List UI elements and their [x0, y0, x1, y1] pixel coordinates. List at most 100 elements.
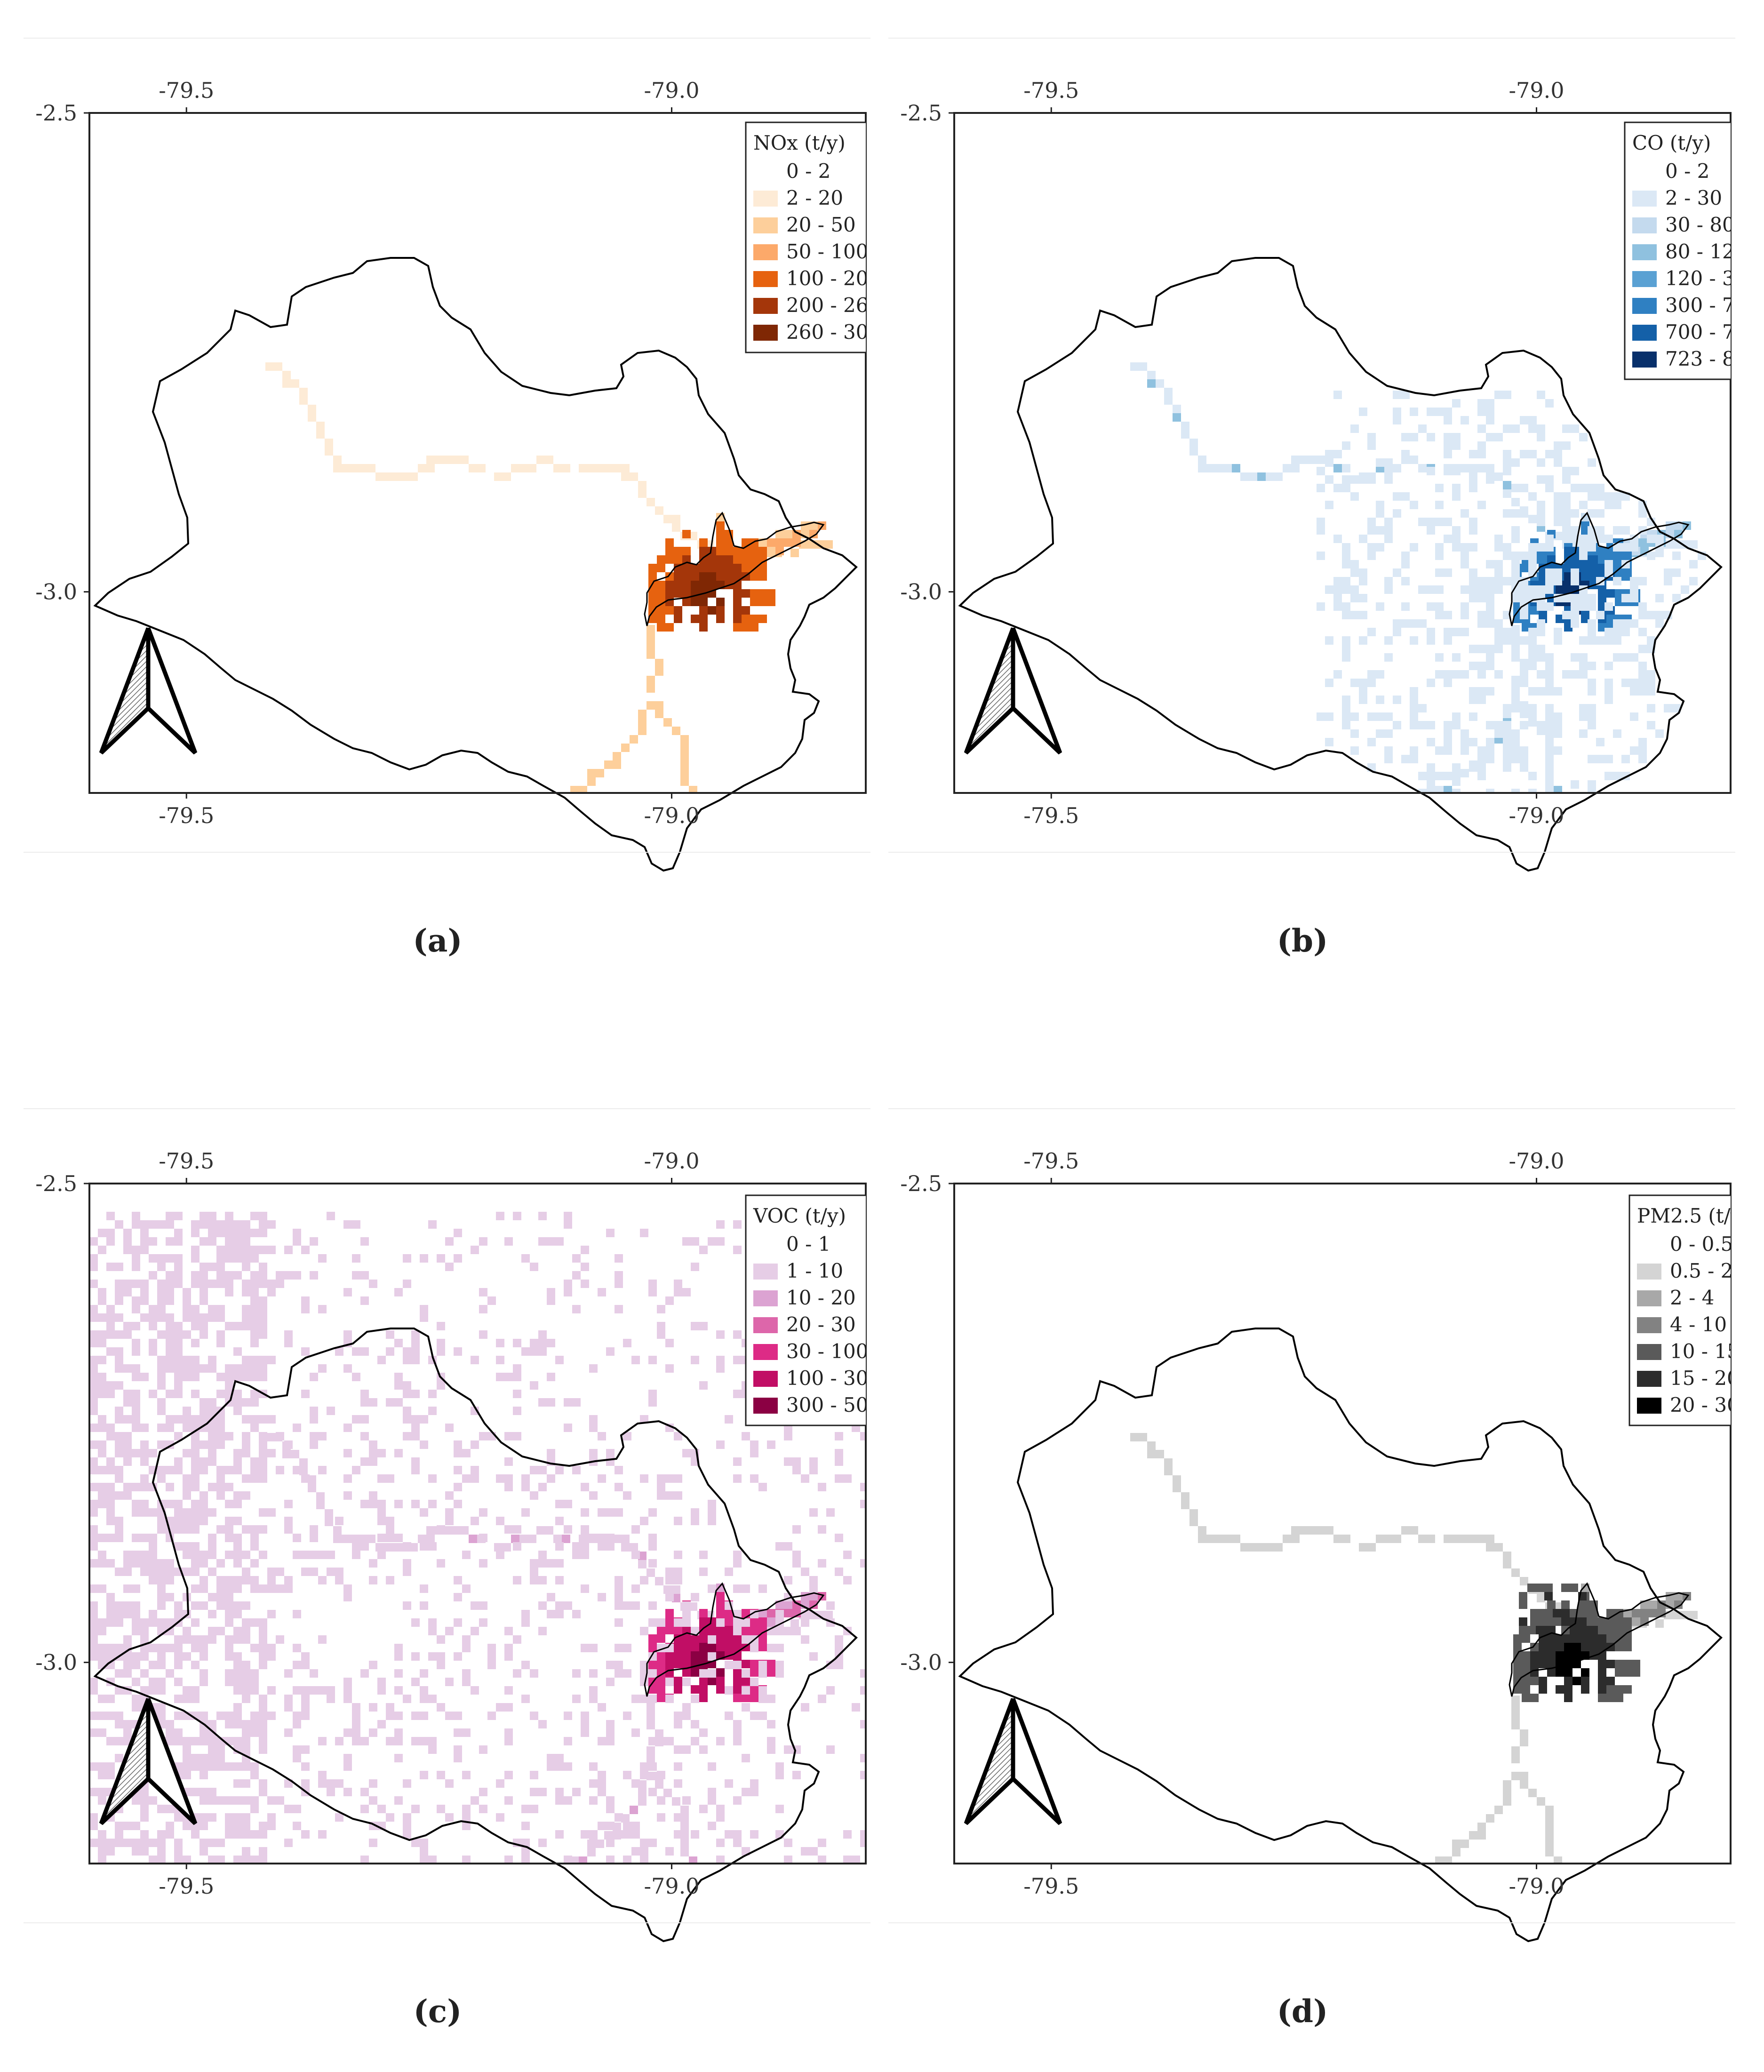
y-tick-label: -2.5 — [900, 100, 942, 126]
emission-cell — [1537, 501, 1545, 509]
emission-cell — [1469, 543, 1477, 552]
emission-cell — [708, 1237, 716, 1246]
emission-cell — [572, 1788, 581, 1796]
emission-cell — [682, 1668, 691, 1677]
emission-cell — [89, 1254, 98, 1263]
emission-cell — [674, 615, 682, 623]
emission-cell — [1427, 1535, 1435, 1543]
emission-cell — [1537, 721, 1545, 729]
emission-cell — [615, 1280, 623, 1288]
emission-cell — [403, 1695, 411, 1703]
emission-cell — [665, 538, 674, 547]
emission-cell — [496, 1356, 504, 1364]
emission-cell — [115, 1466, 123, 1474]
emission-cell — [437, 1771, 445, 1779]
emission-cell — [733, 1618, 742, 1627]
emission-cell — [1350, 475, 1359, 484]
emission-cell — [1638, 645, 1647, 653]
emission-cell — [648, 1737, 657, 1745]
emission-cell — [1503, 755, 1511, 763]
emission-cell — [655, 659, 663, 667]
emission-cell — [98, 1847, 106, 1856]
emission-cell — [267, 1822, 276, 1830]
emission-cell — [1435, 585, 1444, 594]
emission-cell — [452, 456, 460, 464]
emission-cell — [208, 1398, 216, 1407]
emission-cell — [420, 1771, 428, 1779]
emission-cell — [750, 538, 758, 547]
emission-cell — [98, 1424, 106, 1432]
emission-cell — [1553, 1609, 1561, 1617]
emission-cell — [790, 549, 799, 557]
emission-cell — [200, 1635, 208, 1644]
emission-cell — [631, 1601, 640, 1610]
separator-line — [24, 38, 870, 39]
emission-cell — [401, 472, 409, 481]
x-tick-label-bottom: -79.5 — [159, 1873, 214, 1899]
emission-cell — [479, 1305, 487, 1313]
emission-cell — [208, 1508, 216, 1517]
y-tick-label: -2.5 — [900, 1171, 942, 1196]
urban-boundary — [1509, 1582, 1690, 1697]
emission-cell — [1477, 763, 1486, 772]
emission-cell — [174, 1856, 183, 1864]
emission-cell — [343, 1449, 352, 1457]
emission-cell — [1469, 763, 1477, 772]
emission-cell — [98, 1491, 106, 1500]
y-tick-label: -3.0 — [35, 579, 77, 605]
emission-cell — [1461, 464, 1469, 472]
emission-cell — [242, 1686, 250, 1695]
emission-cell — [647, 1772, 655, 1780]
emission-cell — [1581, 572, 1589, 581]
emission-cell — [89, 1728, 98, 1737]
emission-cell — [1579, 602, 1588, 611]
emission-cell — [613, 1823, 621, 1831]
emission-cell — [183, 1745, 191, 1754]
emission-cell — [149, 1534, 157, 1542]
emission-cell — [606, 1542, 615, 1551]
emission-cell — [157, 1407, 166, 1415]
emission-cell — [174, 1322, 183, 1330]
emission-cell — [216, 1313, 225, 1322]
emission-cell — [547, 1593, 555, 1601]
emission-cell — [665, 1491, 674, 1500]
emission-cell — [420, 1669, 428, 1678]
emission-cell — [208, 1788, 216, 1796]
emission-cell — [598, 1593, 606, 1601]
emission-cell — [1647, 518, 1655, 526]
emission-cell — [801, 1703, 809, 1712]
emission-cell — [733, 1559, 742, 1568]
emission-cell — [233, 1720, 242, 1728]
emission-cell — [699, 615, 708, 623]
legend-title: VOC (t/y) — [753, 1204, 846, 1227]
emission-cell — [1469, 526, 1477, 535]
emission-cell — [265, 362, 274, 371]
emission-cell — [318, 1254, 327, 1263]
emission-cell — [716, 615, 725, 623]
emission-cell — [691, 615, 699, 623]
emission-cell — [521, 1695, 530, 1703]
emission-cell — [1503, 1797, 1511, 1806]
emission-cell — [742, 1584, 750, 1593]
emission-cell — [1519, 1600, 1527, 1609]
emission-cell — [1444, 729, 1452, 738]
emission-cell — [174, 1466, 183, 1474]
emission-cell — [496, 1212, 504, 1220]
emission-cell — [1513, 1660, 1522, 1668]
emission-cell — [318, 1737, 327, 1745]
emission-cell — [1342, 585, 1350, 594]
emission-cell — [843, 1856, 852, 1864]
emission-cell — [674, 1762, 682, 1771]
emission-cell — [648, 1542, 657, 1551]
emission-cell — [682, 1712, 691, 1720]
emission-cell — [682, 1601, 691, 1610]
emission-cell — [166, 1627, 174, 1635]
emission-cell — [377, 1551, 386, 1559]
emission-cell — [216, 1339, 225, 1347]
emission-cell — [1621, 653, 1630, 662]
emission-cell — [547, 1339, 555, 1347]
emission-cell — [504, 1737, 513, 1745]
emission-cell — [1556, 1685, 1564, 1694]
emission-cell — [1503, 636, 1511, 645]
